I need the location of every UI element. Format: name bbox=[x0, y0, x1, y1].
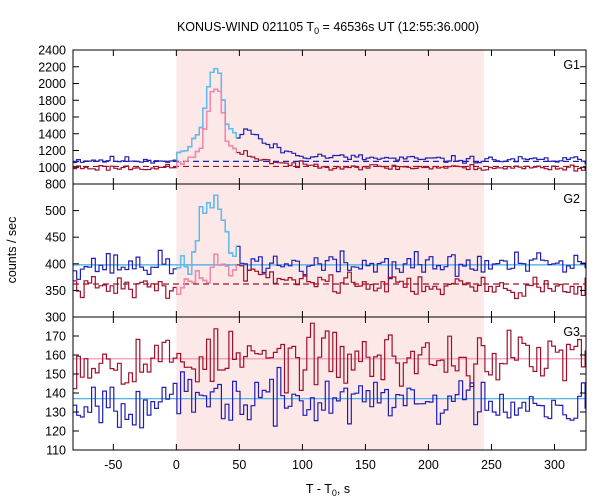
x-axis-label: T - T0, s bbox=[306, 482, 350, 498]
y-tick-label: 1000 bbox=[38, 161, 66, 175]
series-highlight-g2-0 bbox=[176, 194, 237, 275]
panel-name-g1: G1 bbox=[563, 58, 580, 72]
panel-g2: 300 350 400 450 500 G2 bbox=[45, 183, 587, 325]
y-tick-label: 140 bbox=[45, 387, 66, 401]
panel-g3: 110 120 130 140 150 160 170 G3 bbox=[45, 316, 587, 458]
y-tick-label: 1200 bbox=[38, 144, 66, 158]
series-g2-1 bbox=[73, 253, 586, 300]
panel-data-group bbox=[73, 68, 586, 172]
series-g1-1 bbox=[73, 88, 586, 172]
y-axis-label: counts / sec bbox=[5, 217, 19, 284]
x-tick-label: 150 bbox=[355, 458, 376, 472]
y-tick-label: 1400 bbox=[38, 127, 66, 141]
x-tick-label: -50 bbox=[104, 458, 122, 472]
x-tick-label: 300 bbox=[544, 458, 565, 472]
shaded-interval bbox=[176, 184, 484, 317]
shaded-interval bbox=[176, 317, 484, 450]
series-g3-0 bbox=[73, 322, 586, 394]
series-highlight-g1-0 bbox=[176, 68, 237, 161]
shaded-interval bbox=[176, 50, 484, 184]
y-tick-label: 800 bbox=[45, 178, 66, 192]
y-tick-label: 2200 bbox=[38, 60, 66, 74]
y-tick-label: 110 bbox=[46, 444, 66, 458]
series-highlight-g2-1 bbox=[176, 253, 237, 295]
y-tick-label: 500 bbox=[45, 204, 66, 218]
y-tick-label: 2000 bbox=[38, 77, 66, 91]
x-tick-label: 250 bbox=[481, 458, 502, 472]
chart-title: KONUS-WIND 021105 T0 = 46536s UT (12:55:… bbox=[177, 20, 479, 36]
series-g2-0 bbox=[73, 194, 586, 280]
y-tick-label: 1800 bbox=[38, 94, 66, 108]
y-tick-label: 130 bbox=[45, 406, 66, 420]
x-tick-label: 100 bbox=[292, 458, 313, 472]
panel-name-g2: G2 bbox=[563, 192, 580, 206]
panel-g1: 800 1000 1200 1400 1600 1800 2000 2200 2400 G1 bbox=[38, 44, 587, 192]
x-tick-label: 50 bbox=[232, 458, 246, 472]
y-tick-label: 1600 bbox=[38, 111, 66, 125]
y-tick-label: 2400 bbox=[38, 44, 66, 58]
series-highlight-g1-1 bbox=[176, 88, 237, 169]
y-tick-label: 170 bbox=[45, 330, 66, 344]
y-tick-label: 400 bbox=[45, 257, 66, 271]
y-tick-label: 150 bbox=[45, 368, 66, 382]
y-tick-label: 160 bbox=[45, 349, 66, 363]
y-tick-label: 300 bbox=[45, 311, 66, 325]
panel-data-group bbox=[73, 322, 586, 429]
panels-group: 80010001200140016001800200022002400G1300… bbox=[38, 44, 587, 472]
series-g1-0 bbox=[73, 68, 586, 165]
panel-data-group bbox=[73, 194, 586, 300]
y-tick-label: 350 bbox=[45, 284, 66, 298]
panel-name-g3: G3 bbox=[563, 325, 580, 339]
series-g3-1 bbox=[73, 366, 586, 429]
y-tick-label: 120 bbox=[45, 425, 66, 439]
y-tick-label: 450 bbox=[45, 231, 66, 245]
x-tick-label: 200 bbox=[418, 458, 439, 472]
x-tick-label: 0 bbox=[173, 458, 180, 472]
panel-frame bbox=[72, 316, 587, 451]
